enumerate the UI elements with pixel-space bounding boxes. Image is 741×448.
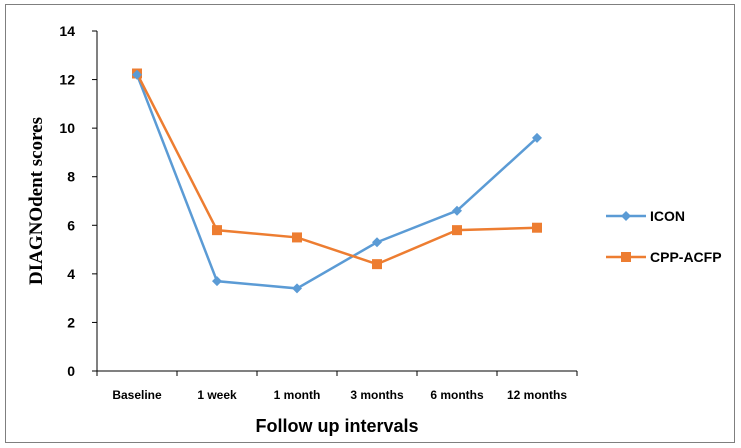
y-tick-label: 14 [59, 23, 75, 39]
series-line-cpp-acfp [135, 72, 538, 266]
legend-marker-cpp-acfp [621, 252, 631, 262]
data-point-icon [452, 205, 462, 216]
y-tick-label: 8 [67, 169, 75, 185]
x-tick-label: 6 months [430, 388, 484, 402]
y-tick-label: 6 [67, 217, 75, 233]
y-tick-label: 10 [59, 120, 75, 136]
x-tick-label: 1 week [197, 388, 237, 402]
data-point-icon [132, 69, 142, 80]
y-tick-label: 2 [67, 314, 75, 330]
x-tick-label: 3 months [350, 388, 404, 402]
data-point-icon [372, 237, 382, 248]
x-tick-label: 1 month [274, 388, 321, 402]
y-axis-label: DIAGNOdent scores [26, 117, 47, 285]
x-tick-label: Baseline [112, 388, 162, 402]
series-line-icon [135, 74, 538, 290]
y-tick-label: 12 [59, 72, 75, 88]
y-tick-label: 4 [67, 266, 75, 282]
series-markers [132, 68, 542, 294]
x-ticks: Baseline 1 week 1 month 3 months 6 months 12 … [96, 371, 578, 402]
data-point-cpp-acfp [532, 222, 542, 233]
legend-label-cpp-acfp: CPP-ACFP [650, 249, 722, 265]
legend-marker-icon [621, 211, 631, 221]
legend: ICON CPP-ACFP [606, 208, 722, 265]
legend-label-icon: ICON [650, 208, 685, 224]
data-point-icon [292, 283, 302, 294]
data-point-cpp-acfp [372, 259, 382, 270]
data-point-icon [532, 132, 542, 143]
data-point-cpp-acfp [292, 232, 302, 243]
data-point-icon [212, 276, 222, 287]
chart-frame [5, 4, 735, 443]
y-ticks: 0 2 4 6 8 10 12 14 [59, 23, 97, 379]
data-point-cpp-acfp [212, 225, 222, 236]
x-axis-label: Follow up intervals [255, 416, 418, 436]
y-tick-label: 0 [67, 363, 75, 379]
data-point-cpp-acfp [452, 225, 462, 236]
x-tick-label: 12 months [507, 388, 567, 402]
series-lines [135, 72, 538, 290]
